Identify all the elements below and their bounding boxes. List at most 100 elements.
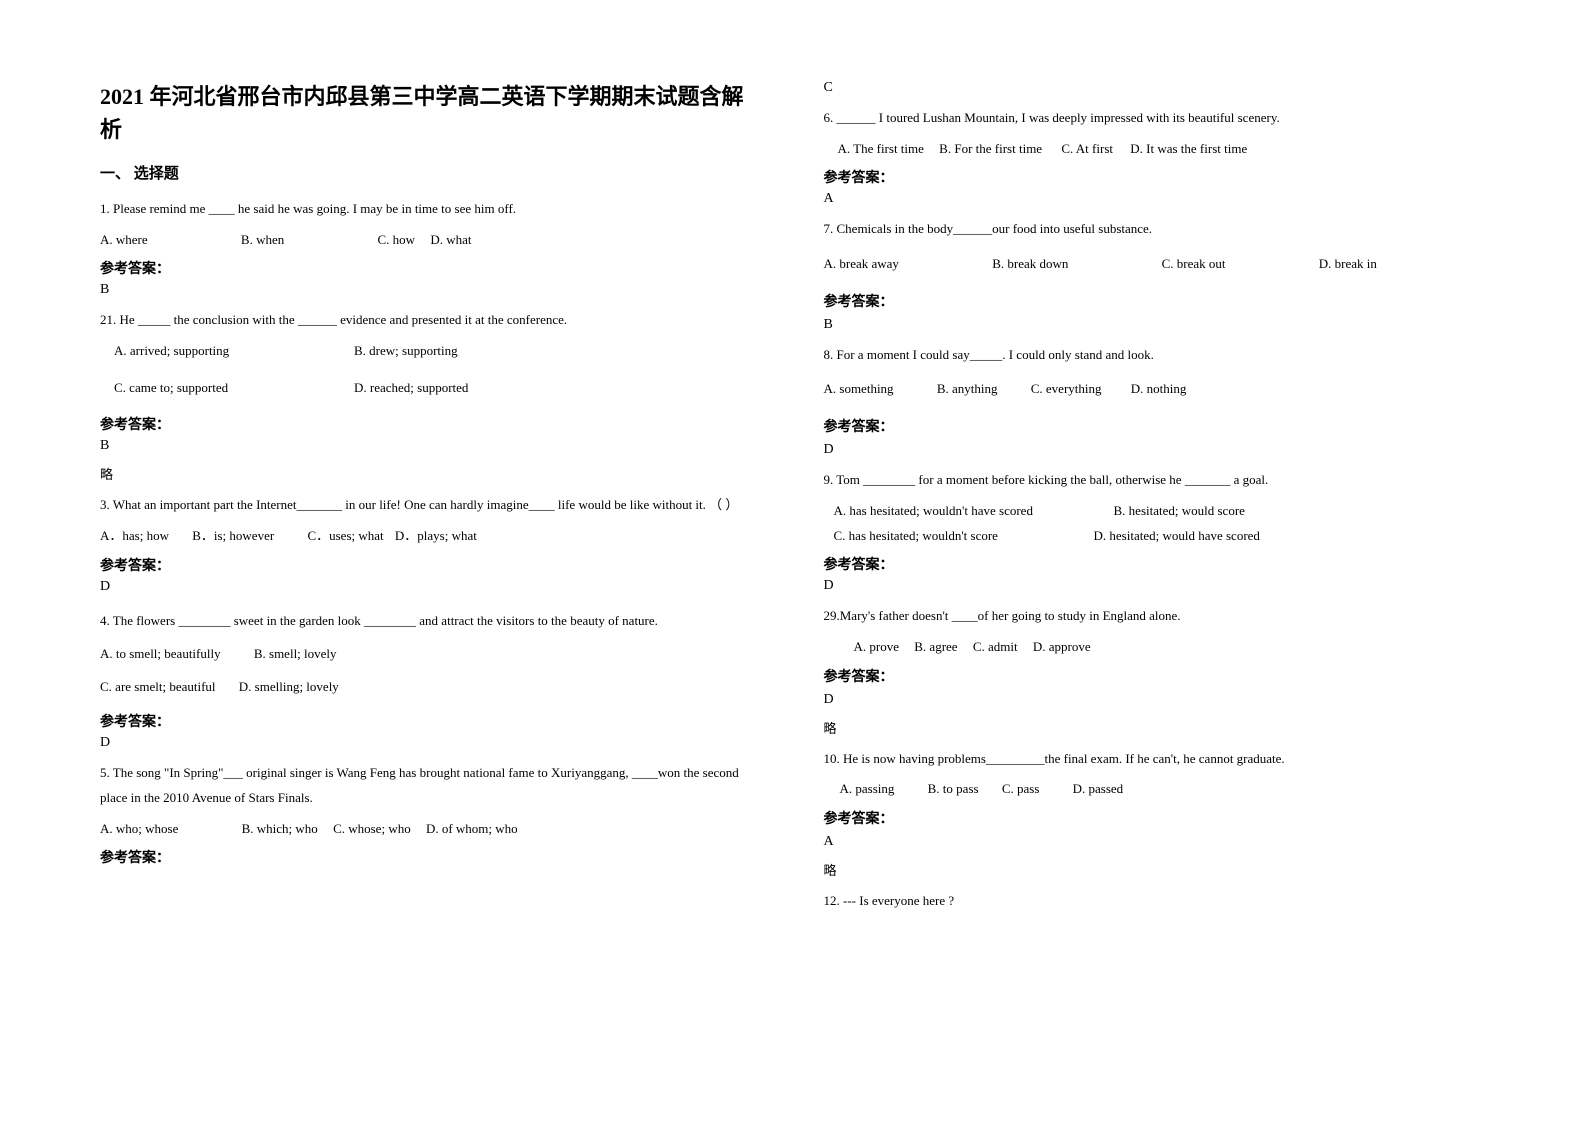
option-b: B. which; who <box>242 817 318 842</box>
answer-value: A <box>824 191 1488 207</box>
answer-label: 参考答案： <box>100 711 764 731</box>
section-heading: 一、 选择题 <box>100 162 764 183</box>
option-b: B. break down <box>992 252 1068 277</box>
answer-label: 参考答案： <box>824 554 1488 574</box>
question-stem: 9. Tom ________ for a moment before kick… <box>824 468 1488 493</box>
option-c: C．uses; what <box>307 524 383 549</box>
option-a: A. has hesitated; wouldn't have scored <box>834 499 1114 524</box>
note: 略 <box>824 718 1488 737</box>
option-d: D．plays; what <box>395 524 477 549</box>
answer-value: D <box>100 735 764 751</box>
question-stem: 29.Mary's father doesn't ____of her goin… <box>824 604 1488 629</box>
option-a: A. passing <box>840 777 895 802</box>
option-a: A. where <box>100 228 148 253</box>
answer-label: 参考答案： <box>824 666 1488 686</box>
option-row: C. came to; supported D. reached; suppor… <box>100 376 764 401</box>
question-stem: 12. --- Is everyone here ? <box>824 889 1488 914</box>
question-stem: 8. For a moment I could say_____. I coul… <box>824 343 1488 368</box>
option-row: A. arrived; supporting B. drew; supporti… <box>100 339 764 364</box>
answer-label: 参考答案： <box>100 847 764 867</box>
option-c: C. has hesitated; wouldn't score <box>834 524 1094 549</box>
question-options: A. break away B. break down C. break out… <box>824 252 1488 277</box>
option-c: C. are smelt; beautiful <box>100 675 216 700</box>
question-stem: 7. Chemicals in the body______our food i… <box>824 217 1488 242</box>
option-b: B. to pass <box>928 777 979 802</box>
question-options: A. where B. when C. how D. what <box>100 228 764 253</box>
question-stem: 6. ______ I toured Lushan Mountain, I wa… <box>824 106 1488 131</box>
option-a: A. who; whose <box>100 817 178 842</box>
left-column: 2021 年河北省邢台市内邱县第三中学高二英语下学期期末试题含解析 一、 选择题… <box>100 80 764 924</box>
option-d: D. approve <box>1033 635 1091 660</box>
option-a: A．has; how <box>100 524 169 549</box>
answer-label: 参考答案： <box>824 416 1488 436</box>
option-c: C. how <box>378 228 416 253</box>
option-a: A. The first time <box>838 137 924 162</box>
question-stem: 10. He is now having problems_________th… <box>824 747 1488 772</box>
two-column-layout: 2021 年河北省邢台市内邱县第三中学高二英语下学期期末试题含解析 一、 选择题… <box>100 80 1487 924</box>
option-row: C. are smelt; beautiful D. smelling; lov… <box>100 675 764 700</box>
question-options: A. prove B. agree C. admit D. approve <box>824 635 1488 660</box>
answer-value: C <box>824 80 1488 96</box>
answer-value: B <box>100 282 764 298</box>
option-d: D. of whom; who <box>426 817 518 842</box>
answer-value: D <box>824 442 1488 458</box>
option-d: D. break in <box>1319 252 1377 277</box>
option-a: A. arrived; supporting <box>114 339 354 364</box>
right-column: C 6. ______ I toured Lushan Mountain, I … <box>824 80 1488 924</box>
question-options: A. who; whose B. which; who C. whose; wh… <box>100 817 764 842</box>
option-c: C. whose; who <box>333 817 411 842</box>
answer-label: 参考答案： <box>824 808 1488 828</box>
question-options: A. passing B. to pass C. pass D. passed <box>824 777 1488 802</box>
option-row: A. has hesitated; wouldn't have scored B… <box>824 499 1488 524</box>
question-options: A. The first time B. For the first time … <box>824 137 1488 162</box>
answer-value: B <box>100 438 764 454</box>
answer-label: 参考答案： <box>824 291 1488 311</box>
question-10: 10. He is now having problems_________th… <box>824 747 1488 879</box>
question-options: A．has; how B．is; however C．uses; what D．… <box>100 524 764 549</box>
option-a: A. something <box>824 377 894 402</box>
answer-value: D <box>824 692 1488 708</box>
answer-value: A <box>824 834 1488 850</box>
question-9: 9. Tom ________ for a moment before kick… <box>824 468 1488 594</box>
option-a: A. prove <box>854 635 900 660</box>
option-c: C. pass <box>1002 777 1040 802</box>
option-b: B. agree <box>914 635 957 660</box>
question-29: 29.Mary's father doesn't ____of her goin… <box>824 604 1488 736</box>
question-options: A. something B. anything C. everything D… <box>824 377 1488 402</box>
document-title: 2021 年河北省邢台市内邱县第三中学高二英语下学期期末试题含解析 <box>100 80 764 146</box>
question-8: 8. For a moment I could say_____. I coul… <box>824 343 1488 458</box>
question-12: 12. --- Is everyone here ? <box>824 889 1488 914</box>
question-1: 1. Please remind me ____ he said he was … <box>100 197 764 298</box>
note: 略 <box>824 860 1488 879</box>
answer-label: 参考答案： <box>100 414 764 434</box>
option-c: C. admit <box>973 635 1018 660</box>
option-d: D. It was the first time <box>1130 137 1247 162</box>
answer-value: D <box>824 578 1488 594</box>
question-stem: 1. Please remind me ____ he said he was … <box>100 197 764 222</box>
option-a: A. break away <box>824 252 899 277</box>
question-stem: 3. What an important part the Internet__… <box>100 493 764 518</box>
question-5: 5. The song "In Spring"___ original sing… <box>100 761 764 867</box>
option-row: A. to smell; beautifully B. smell; lovel… <box>100 642 764 667</box>
answer-label: 参考答案： <box>100 555 764 575</box>
option-b: B. smell; lovely <box>254 642 337 667</box>
option-b: B. when <box>241 228 284 253</box>
option-b: B. hesitated; would score <box>1114 499 1245 524</box>
option-a: A. to smell; beautifully <box>100 642 221 667</box>
option-c: C. At first <box>1061 137 1113 162</box>
option-d: D. passed <box>1073 777 1124 802</box>
option-b: B．is; however <box>192 524 274 549</box>
option-b: B. anything <box>937 377 998 402</box>
question-stem: 5. The song "In Spring"___ original sing… <box>100 761 764 810</box>
option-c: C. break out <box>1162 252 1226 277</box>
option-d: D. hesitated; would have scored <box>1094 524 1260 549</box>
question-3: 3. What an important part the Internet__… <box>100 493 764 594</box>
answer-label: 参考答案： <box>100 258 764 278</box>
answer-value: D <box>100 579 764 595</box>
note: 略 <box>100 464 764 483</box>
question-stem: 4. The flowers ________ sweet in the gar… <box>100 605 764 636</box>
option-b: B. For the first time <box>939 137 1042 162</box>
option-d: D. what <box>430 228 471 253</box>
question-4: 4. The flowers ________ sweet in the gar… <box>100 605 764 752</box>
question-6: 6. ______ I toured Lushan Mountain, I wa… <box>824 106 1488 207</box>
